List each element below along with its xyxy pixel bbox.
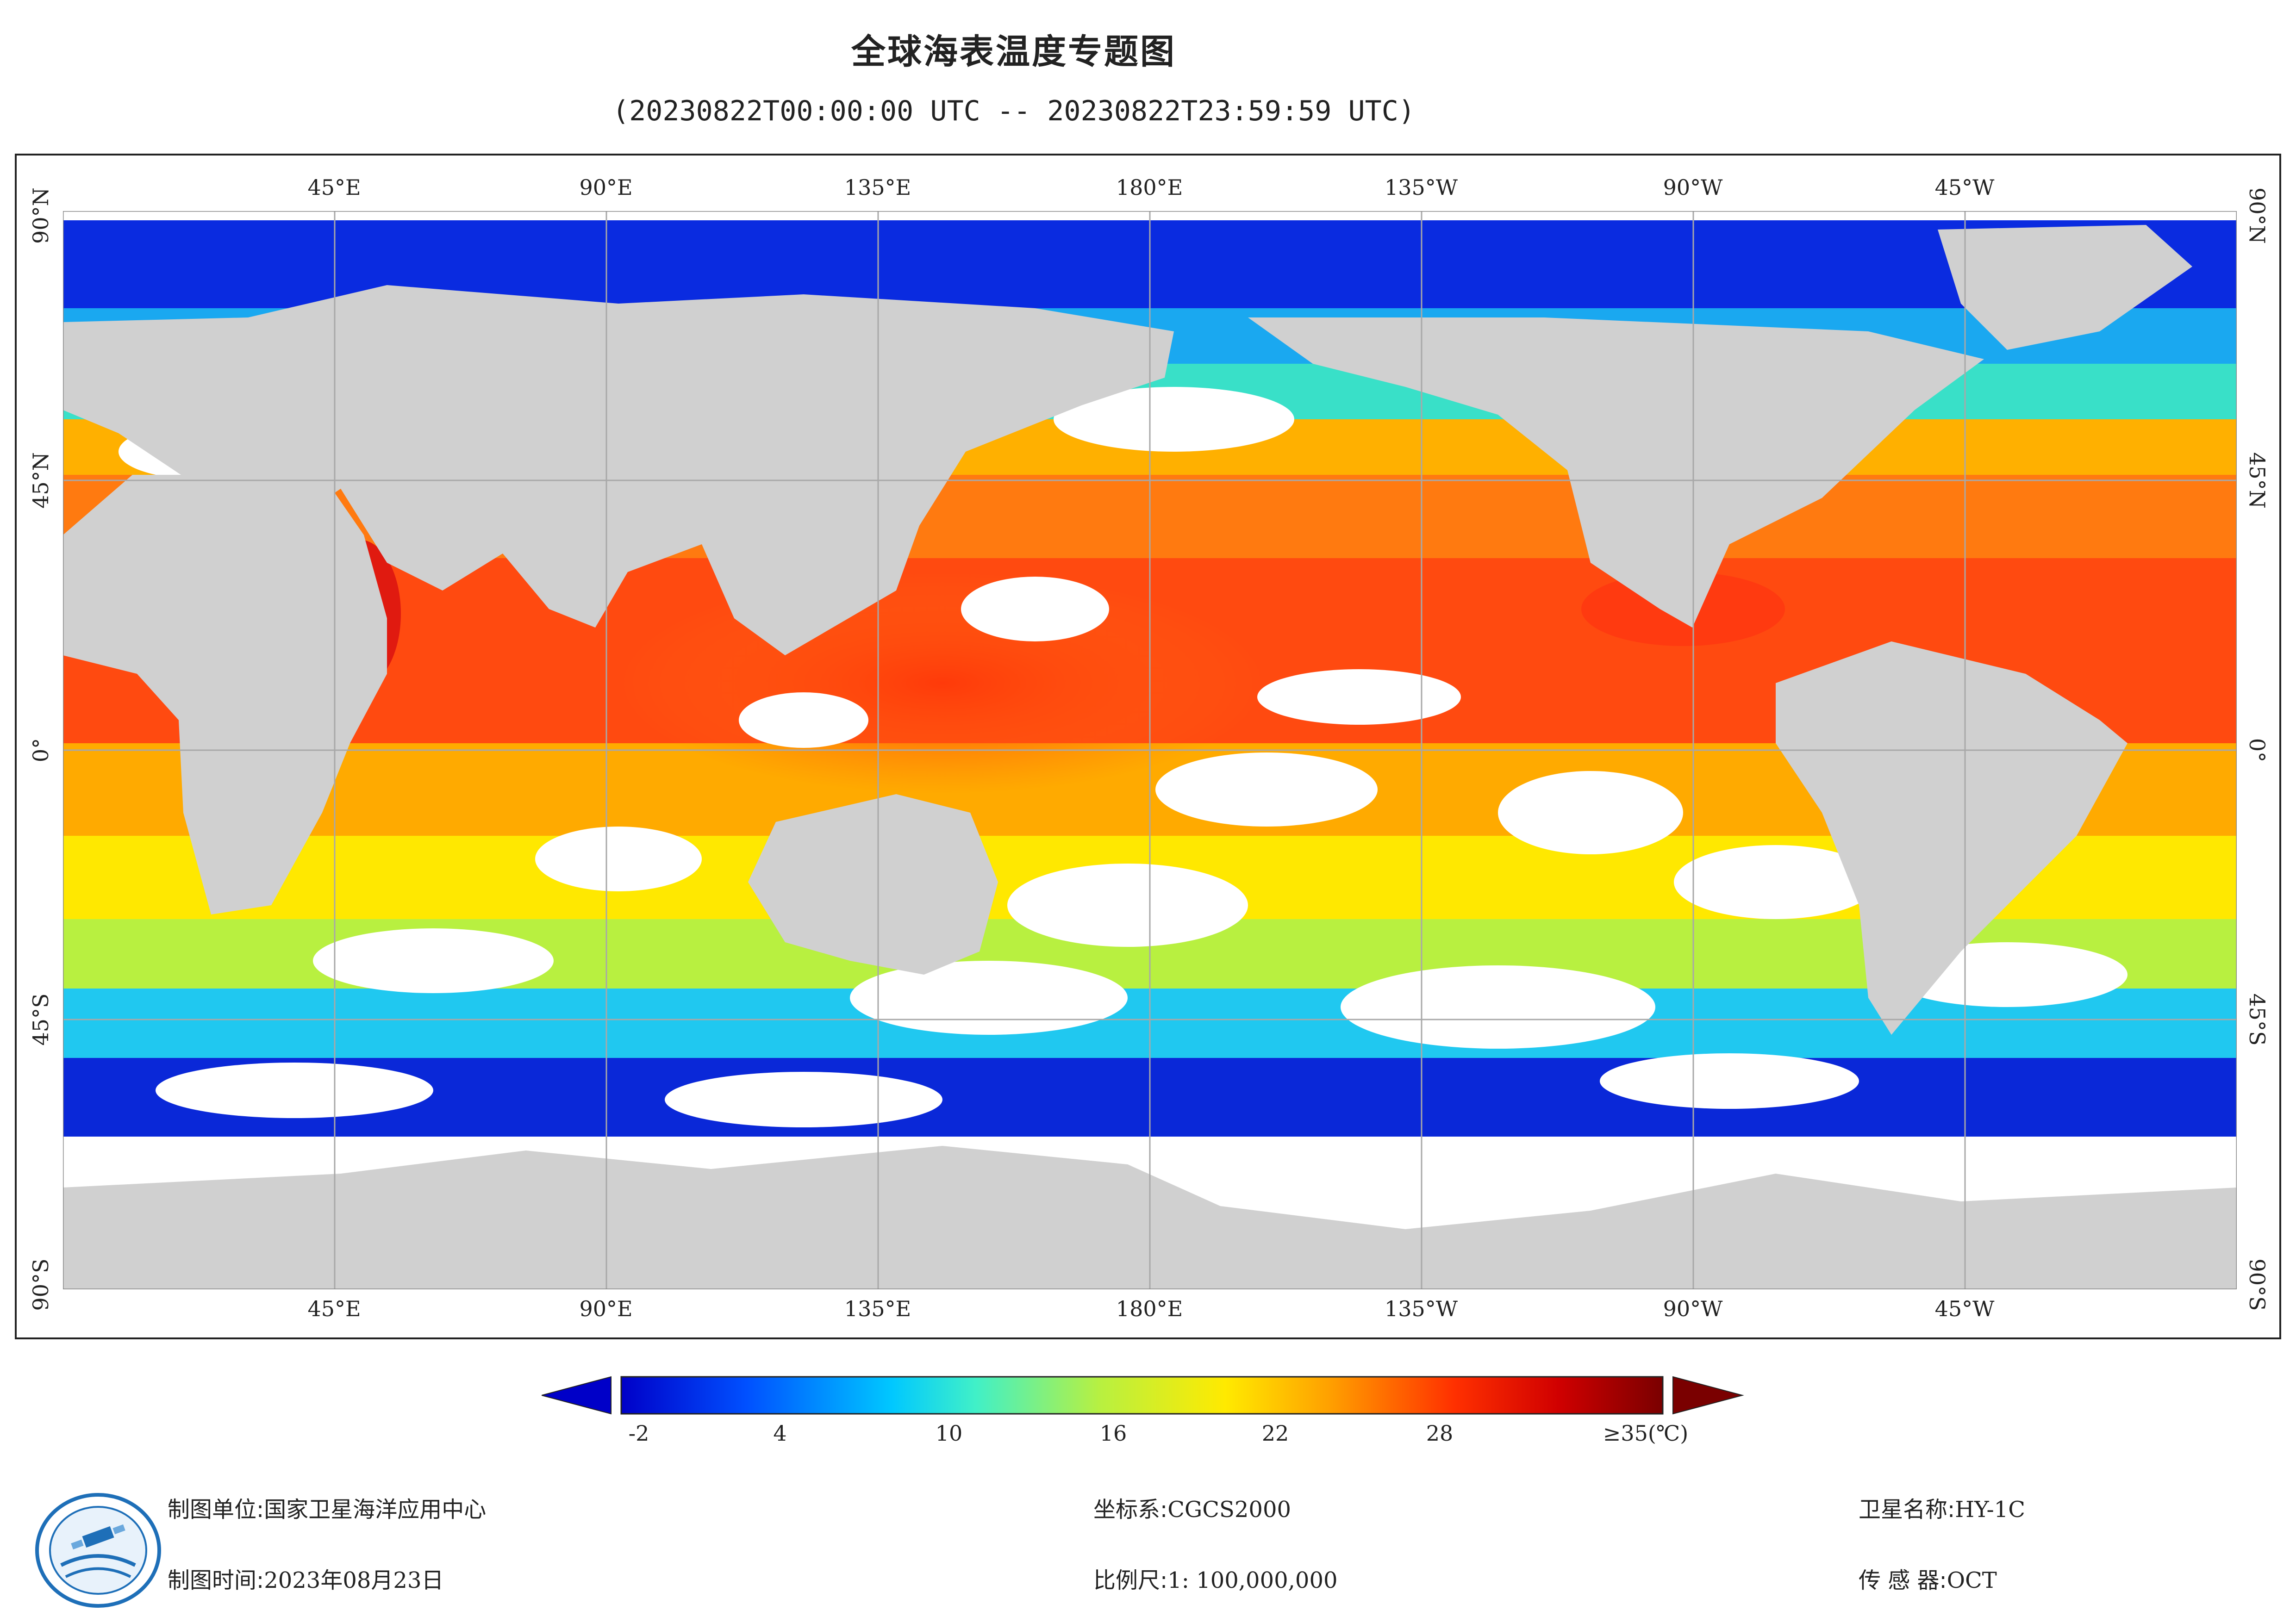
producer-value: 国家卫星海洋应用中心 (264, 1497, 487, 1523)
satellite-value: HY-1C (1955, 1497, 2025, 1523)
lon-tick-top: 45°E (307, 175, 361, 200)
lon-tick-top: 180°E (1116, 175, 1183, 200)
organization-logo-icon (35, 1493, 161, 1608)
lon-tick-bottom: 180°E (1116, 1296, 1183, 1321)
land-africa (63, 475, 387, 914)
scale-line: 比例尺:1: 100,000,000 (1093, 1562, 1338, 1594)
graticule (63, 211, 2237, 1289)
map-frame: 45°E 90°E 135°E 180°E 135°W 90°W 45°W 45… (15, 154, 2281, 1339)
lat-tick-right: 45°S (2245, 993, 2270, 1046)
lat-tick-left: 0° (28, 738, 53, 763)
lon-tick-top: 90°W (1663, 175, 1723, 200)
scale-value: 1: 100,000,000 (1167, 1567, 1338, 1593)
producer-line: 制图单位:国家卫星海洋应用中心 (168, 1491, 486, 1524)
crs-label: 坐标系: (1093, 1497, 1168, 1523)
production-date-label: 制图时间: (168, 1567, 264, 1593)
producer-label: 制图单位: (168, 1497, 264, 1523)
colorbar-label: 10 (935, 1421, 963, 1446)
land-north-america (1248, 317, 1984, 628)
sst-map (63, 211, 2237, 1289)
scale-label: 比例尺: (1093, 1567, 1168, 1593)
land-europe-asia (63, 285, 1174, 655)
lon-tick-bottom: 90°W (1663, 1296, 1723, 1321)
satellite-line: 卫星名称:HY-1C (1859, 1491, 2025, 1524)
land-greenland (1938, 225, 2192, 350)
production-date-value: 2023年08月23日 (264, 1567, 444, 1593)
time-range-subtitle: (20230822T00:00:00 UTC -- 20230822T23:59… (612, 95, 1415, 127)
crs-line: 坐标系:CGCS2000 (1093, 1491, 1291, 1524)
lon-tick-bottom: 90°E (579, 1296, 633, 1321)
lat-tick-right: 90°N (2245, 187, 2270, 244)
warm-pool (618, 572, 1267, 794)
sensor-label: 传 感 器: (1859, 1567, 1947, 1593)
lat-tick-left: 45°S (28, 993, 53, 1046)
land-australia (748, 794, 998, 975)
colorbar-min-arrow (542, 1376, 611, 1415)
lat-tick-right: 45°N (2245, 452, 2270, 509)
land-south-america (1776, 641, 2128, 1035)
sensor-line: 传 感 器:OCT (1859, 1562, 1997, 1594)
satellite-label: 卫星名称: (1859, 1497, 1955, 1523)
colorbar-max-arrow (1672, 1376, 1744, 1415)
lat-tick-left: 90°N (28, 187, 53, 244)
colorbar-label: ≥35(℃) (1603, 1421, 1689, 1446)
lat-tick-left: 45°N (28, 452, 53, 509)
lat-tick-right: 0° (2245, 738, 2270, 763)
sensor-value: OCT (1947, 1567, 1997, 1593)
lon-tick-top: 135°W (1384, 175, 1458, 200)
colorbar-label: 28 (1426, 1421, 1454, 1446)
production-date-line: 制图时间:2023年08月23日 (168, 1562, 444, 1594)
lon-tick-bottom: 135°E (844, 1296, 911, 1321)
map-title: 全球海表温度专题图 (851, 32, 1176, 72)
crs-value: CGCS2000 (1167, 1497, 1292, 1523)
lon-tick-bottom: 45°E (307, 1296, 361, 1321)
lat-tick-left: 90°S (28, 1258, 53, 1311)
colorbar-label: -2 (628, 1421, 649, 1446)
lon-tick-bottom: 45°W (1934, 1296, 1995, 1321)
colorbar-ramp (620, 1376, 1664, 1415)
colorbar-label: 4 (773, 1421, 787, 1446)
lon-tick-top: 135°E (844, 175, 911, 200)
lon-tick-top: 90°E (579, 175, 633, 200)
colorbar (542, 1376, 1744, 1415)
lon-tick-top: 45°W (1934, 175, 1995, 200)
lon-tick-bottom: 135°W (1384, 1296, 1458, 1321)
colorbar-label: 22 (1261, 1421, 1289, 1446)
lat-tick-right: 90°S (2245, 1258, 2270, 1311)
colorbar-label: 16 (1099, 1421, 1127, 1446)
